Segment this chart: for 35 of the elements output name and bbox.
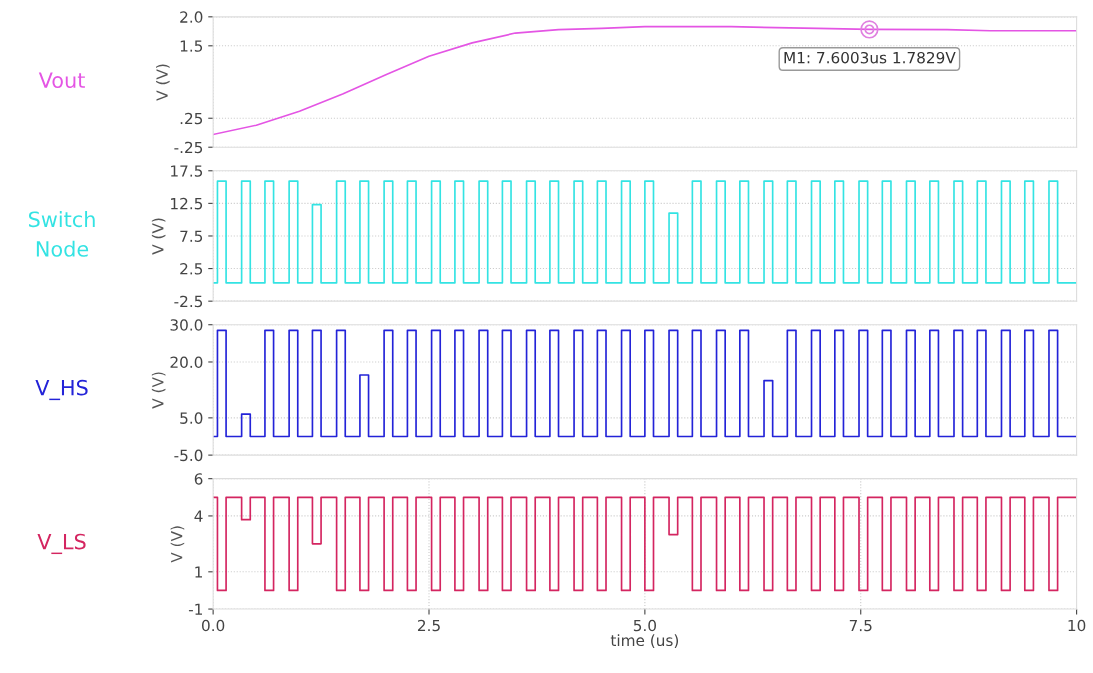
y-axis-title: V (V) xyxy=(156,64,170,101)
annotation: M1: 7.6003us 1.7829V xyxy=(784,51,956,64)
text: Switch Node xyxy=(28,211,95,257)
y-tick-label: 5.0 xyxy=(180,412,203,424)
x-tick-label: 10 xyxy=(1068,619,1086,632)
y-tick-label: 30.0 xyxy=(170,319,203,331)
x-tick-label: 2.5 xyxy=(417,619,440,632)
y-tick-label: -.25 xyxy=(174,141,203,154)
x-tick-label: 5.0 xyxy=(633,619,656,632)
text: Vout xyxy=(38,72,85,89)
y-tick-label: .25 xyxy=(180,112,203,125)
y-tick-label: -1 xyxy=(188,603,202,615)
x-axis-title: time (us) xyxy=(610,634,679,648)
x-tick-label: 0.0 xyxy=(201,619,225,632)
text: V_LS xyxy=(37,533,86,555)
line-series xyxy=(213,496,1077,592)
y-tick-label: 1 xyxy=(195,566,202,578)
x-tick-label: 7.5 xyxy=(849,619,872,632)
y-axis-title: V (V) xyxy=(170,526,185,563)
y-tick-label: 2.5 xyxy=(180,263,203,275)
y-tick-label: 2.0 xyxy=(180,11,203,23)
y-tick-label: 7.5 xyxy=(180,230,203,242)
y-tick-label: 1.5 xyxy=(180,40,203,52)
y-tick-label: 17.5 xyxy=(171,165,203,177)
y-tick-label: -5.0 xyxy=(174,449,203,462)
line-series xyxy=(213,180,1077,284)
y-tick-label: 12.5 xyxy=(171,197,203,210)
text: V_HS xyxy=(35,379,88,401)
line-series xyxy=(213,329,1077,438)
y-tick-label: 20.0 xyxy=(170,356,203,368)
y-tick-label: 4 xyxy=(194,510,203,522)
y-tick-label: 6 xyxy=(194,473,203,485)
y-axis-title: V (V) xyxy=(151,218,166,255)
y-axis-title: V (V) xyxy=(151,372,166,409)
y-tick-label: -2.5 xyxy=(174,295,203,308)
